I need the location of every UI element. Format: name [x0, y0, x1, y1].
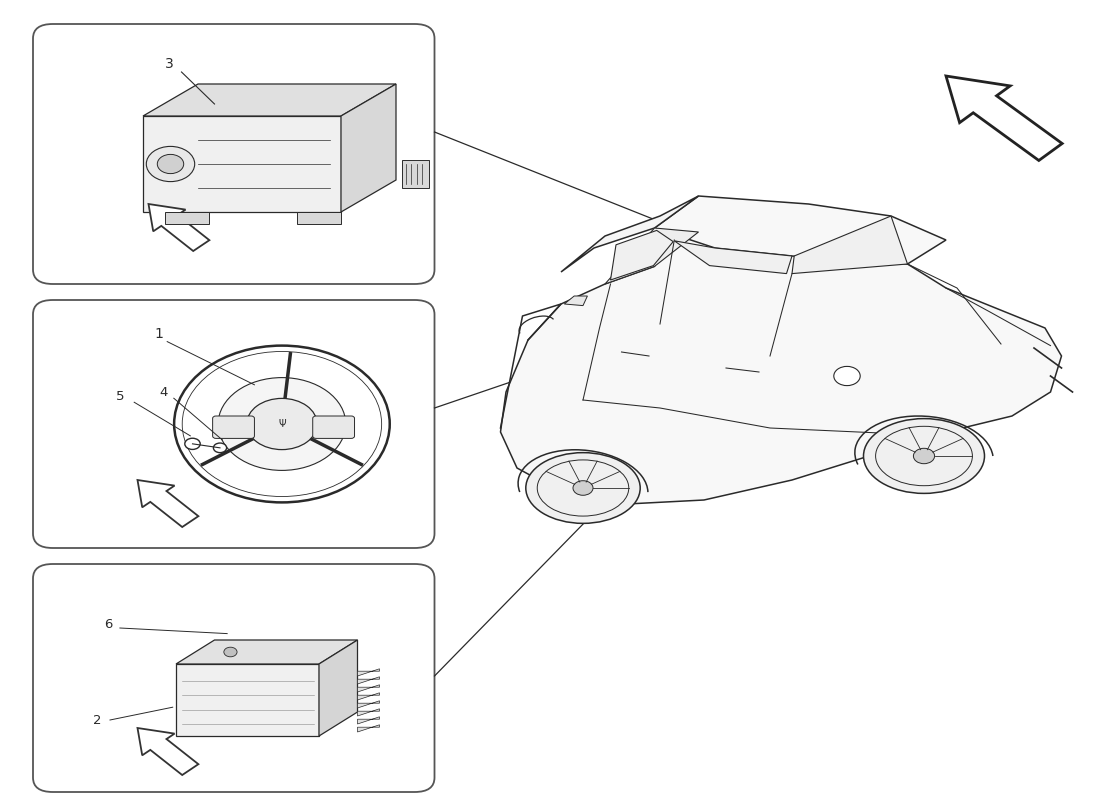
- Text: 2: 2: [94, 714, 102, 727]
- Polygon shape: [674, 241, 792, 274]
- FancyArrow shape: [138, 728, 198, 775]
- Polygon shape: [319, 640, 358, 736]
- FancyArrow shape: [946, 76, 1063, 161]
- FancyArrow shape: [138, 480, 198, 527]
- Polygon shape: [500, 228, 1062, 504]
- Circle shape: [246, 398, 317, 450]
- Ellipse shape: [913, 448, 935, 464]
- Circle shape: [224, 647, 238, 657]
- Polygon shape: [358, 677, 379, 684]
- FancyBboxPatch shape: [212, 416, 254, 438]
- Polygon shape: [564, 296, 587, 306]
- Ellipse shape: [573, 481, 593, 495]
- Text: 3: 3: [165, 57, 174, 71]
- Polygon shape: [792, 216, 908, 274]
- Polygon shape: [402, 160, 429, 188]
- Ellipse shape: [864, 418, 984, 494]
- Polygon shape: [143, 116, 341, 212]
- Polygon shape: [610, 230, 673, 280]
- Circle shape: [146, 146, 195, 182]
- FancyBboxPatch shape: [312, 416, 354, 438]
- FancyArrow shape: [148, 204, 209, 251]
- Polygon shape: [561, 196, 698, 272]
- Circle shape: [218, 378, 345, 470]
- Polygon shape: [358, 693, 379, 700]
- Text: 4: 4: [160, 386, 168, 399]
- Text: 5: 5: [116, 390, 124, 403]
- Polygon shape: [341, 84, 396, 212]
- Polygon shape: [165, 212, 209, 224]
- Polygon shape: [358, 669, 379, 676]
- Polygon shape: [297, 212, 341, 224]
- Polygon shape: [358, 725, 379, 732]
- Polygon shape: [605, 228, 698, 284]
- Ellipse shape: [526, 453, 640, 523]
- Polygon shape: [358, 701, 379, 708]
- FancyBboxPatch shape: [33, 300, 434, 548]
- FancyBboxPatch shape: [33, 24, 434, 284]
- Text: 1: 1: [154, 327, 163, 342]
- Polygon shape: [358, 709, 379, 716]
- Circle shape: [213, 443, 227, 453]
- Text: 6: 6: [104, 618, 113, 631]
- Polygon shape: [143, 84, 396, 116]
- Polygon shape: [358, 685, 379, 692]
- Polygon shape: [654, 196, 946, 264]
- Polygon shape: [176, 664, 319, 736]
- Polygon shape: [358, 717, 379, 724]
- Polygon shape: [176, 640, 358, 664]
- Text: Ψ: Ψ: [278, 419, 286, 429]
- FancyBboxPatch shape: [33, 564, 434, 792]
- Circle shape: [834, 366, 860, 386]
- Circle shape: [185, 438, 200, 450]
- Circle shape: [157, 154, 184, 174]
